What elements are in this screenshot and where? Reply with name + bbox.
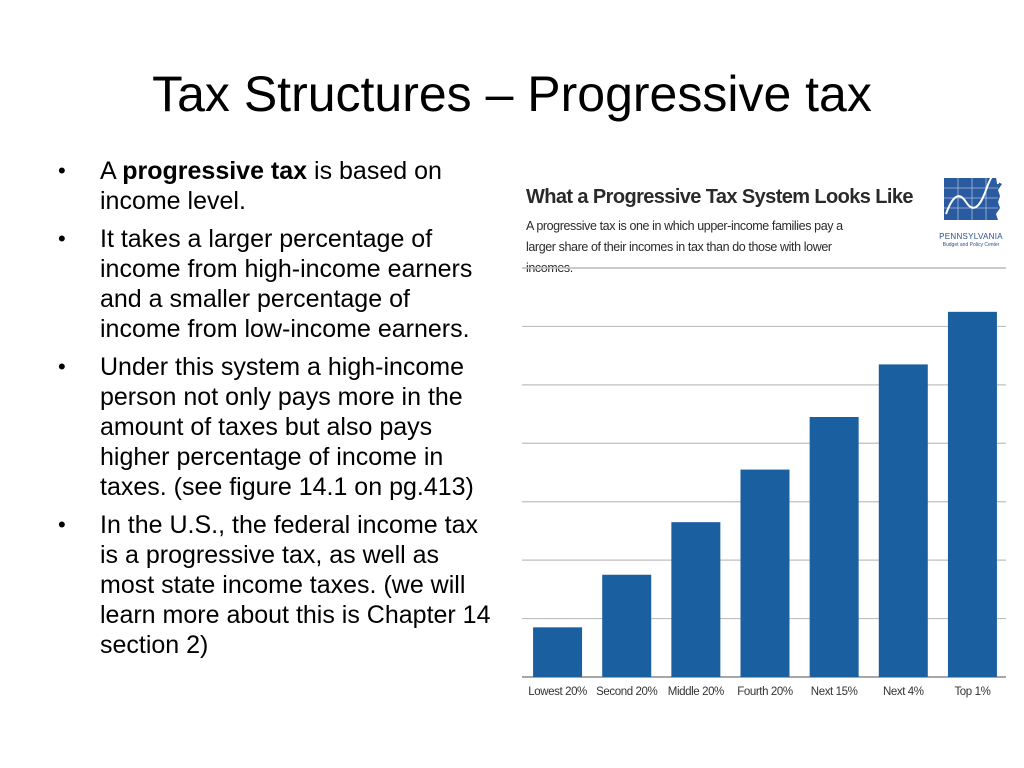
bar <box>740 469 790 677</box>
x-tick-label: Top 1% <box>954 686 990 698</box>
bar <box>809 416 859 677</box>
bar <box>602 574 652 677</box>
bullet-item: • Under this system a high-income person… <box>58 352 494 502</box>
bar-chart: Lowest 20% Second 20% Middle 20% Fourth 20%… <box>522 267 1006 698</box>
bullet-text-pre: A <box>100 157 123 185</box>
bullet-item: • In the U.S., the federal income tax is… <box>58 510 494 660</box>
bullet-text: A progressive tax is based on income lev… <box>100 157 442 215</box>
bullet-marker: • <box>58 512 66 537</box>
bullet-text: It takes a larger percentage of income f… <box>100 225 473 343</box>
x-tick-label: Second 20% <box>596 686 657 698</box>
x-tick-label: Fourth 20% <box>737 686 793 698</box>
pennsylvania-map-icon <box>944 173 1002 220</box>
x-tick-label: Lowest 20% <box>528 686 587 698</box>
x-tick-label: Next 4% <box>883 686 924 698</box>
bar <box>533 627 583 677</box>
slide-title: Tax Structures – Progressive tax <box>152 66 872 122</box>
progressive-tax-figure: What a Progressive Tax System Looks Like… <box>520 172 1010 712</box>
bullet-text-bold: progressive tax <box>122 157 308 185</box>
bar <box>947 311 997 677</box>
budget-policy-center-logo: PENNSYLVANIA Budget and Policy Center <box>938 173 1004 250</box>
bullet-text: In the U.S., the federal income tax is a… <box>100 511 491 659</box>
chart-title: What a Progressive Tax System Looks Like <box>526 186 914 208</box>
logo-name: PENNSYLVANIA <box>939 232 1003 241</box>
bullet-list: • A progressive tax is based on income l… <box>58 156 494 668</box>
bullet-item: • A progressive tax is based on income l… <box>58 156 494 216</box>
x-tick-label: Next 15% <box>811 686 858 698</box>
bullet-marker: • <box>58 226 66 251</box>
bullet-marker: • <box>58 158 66 183</box>
bar <box>878 364 928 677</box>
logo-subtitle: Budget and Policy Center <box>942 242 1000 248</box>
bullet-text-post: is based on income level. <box>100 157 442 215</box>
bar <box>671 522 721 677</box>
bullet-marker: • <box>58 354 66 379</box>
bullet-text: Under this system a high-income person n… <box>100 353 474 501</box>
bullet-item: • It takes a larger percentage of income… <box>58 224 494 344</box>
x-tick-label: Middle 20% <box>668 686 724 698</box>
